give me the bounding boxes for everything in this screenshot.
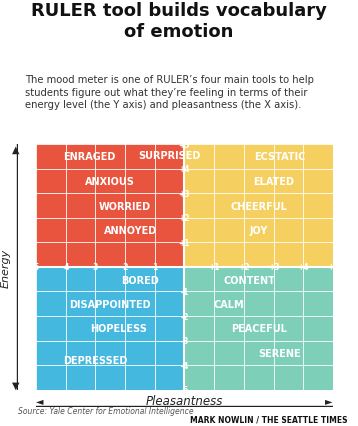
Text: -5: -5 <box>32 263 40 272</box>
Text: +2: +2 <box>179 214 190 223</box>
Text: +4: +4 <box>179 165 190 174</box>
Text: +3: +3 <box>268 263 279 272</box>
Text: +1: +1 <box>208 263 220 272</box>
Text: Energy: Energy <box>0 248 10 287</box>
Text: CHEERFUL: CHEERFUL <box>230 201 287 211</box>
Text: +5: +5 <box>327 263 339 272</box>
Text: The mood meter is one of RULER’s four main tools to help
students figure out wha: The mood meter is one of RULER’s four ma… <box>25 75 314 110</box>
Text: SERENE: SERENE <box>258 348 301 358</box>
Text: -4: -4 <box>180 361 189 370</box>
Text: +4: +4 <box>297 263 309 272</box>
Text: -2: -2 <box>180 312 189 321</box>
Text: HOPELESS: HOPELESS <box>91 324 147 334</box>
Text: -2: -2 <box>121 263 129 272</box>
Text: ANXIOUS: ANXIOUS <box>85 177 135 187</box>
Text: -5: -5 <box>180 385 189 394</box>
Text: +5: +5 <box>179 140 190 150</box>
Text: CALM: CALM <box>214 299 244 309</box>
Text: JOY: JOY <box>250 226 268 236</box>
Text: RULER tool builds vocabulary
of emotion: RULER tool builds vocabulary of emotion <box>31 2 327 41</box>
Bar <box>36 268 184 390</box>
Text: ►: ► <box>325 395 333 406</box>
Text: +3: +3 <box>179 189 190 199</box>
Text: ANNOYED: ANNOYED <box>104 226 158 236</box>
Text: CONTENT: CONTENT <box>224 276 276 286</box>
Text: -3: -3 <box>180 336 189 345</box>
Text: WORRIED: WORRIED <box>99 201 151 211</box>
Text: -3: -3 <box>91 263 100 272</box>
Bar <box>36 145 184 268</box>
Text: -4: -4 <box>61 263 70 272</box>
Text: -1: -1 <box>150 263 159 272</box>
Text: -1: -1 <box>180 287 189 296</box>
Text: DEPRESSED: DEPRESSED <box>63 355 127 366</box>
Text: ▼: ▼ <box>13 380 20 390</box>
Text: ▲: ▲ <box>13 145 20 155</box>
Text: Pleasantness: Pleasantness <box>146 394 223 407</box>
Text: MARK NOWLIN / THE SEATTLE TIMES: MARK NOWLIN / THE SEATTLE TIMES <box>190 415 347 424</box>
Text: BORED: BORED <box>121 276 159 286</box>
Text: +1: +1 <box>179 238 190 248</box>
Text: ELATED: ELATED <box>253 177 294 187</box>
Bar <box>184 268 333 390</box>
Text: +2: +2 <box>238 263 250 272</box>
Text: Source: Yale Center for Emotional Intelligence: Source: Yale Center for Emotional Intell… <box>18 406 194 415</box>
Bar <box>184 145 333 268</box>
Text: ◄: ◄ <box>36 395 43 406</box>
Text: SURPRISED: SURPRISED <box>138 151 201 161</box>
Text: ENRAGED: ENRAGED <box>63 152 116 162</box>
Text: DISAPPOINTED: DISAPPOINTED <box>69 299 151 309</box>
Text: ECSTATIC: ECSTATIC <box>254 152 305 162</box>
Text: PEACEFUL: PEACEFUL <box>231 324 287 334</box>
